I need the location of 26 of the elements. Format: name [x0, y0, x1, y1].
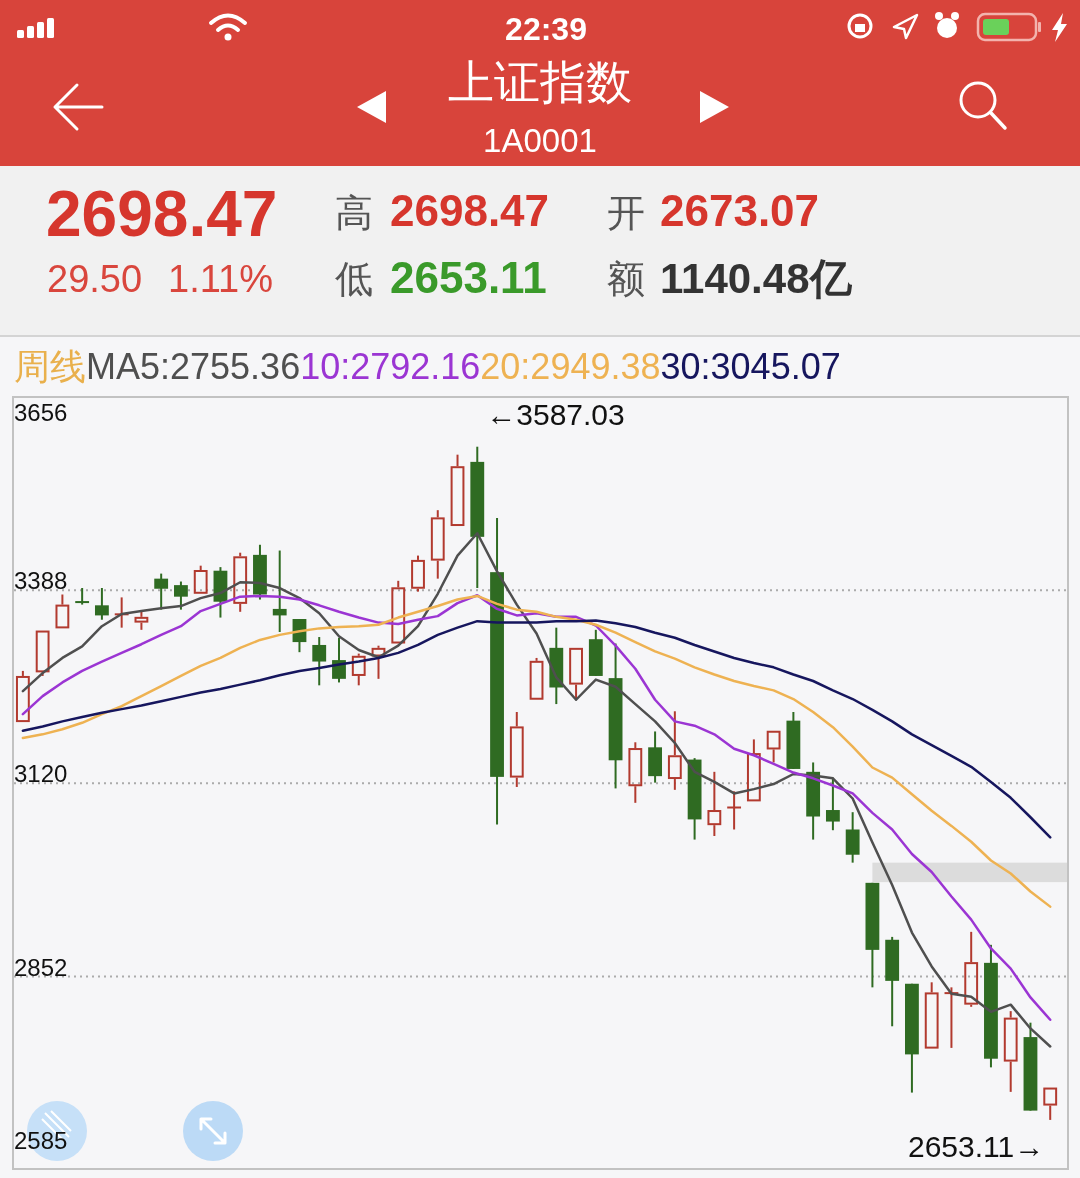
- y-tick-label: 3656: [14, 399, 68, 426]
- text: 22:39: [505, 11, 587, 47]
- text: 2698.47: [46, 178, 278, 250]
- text: 1140.48亿: [660, 255, 853, 302]
- y-tick-label: 2852: [14, 953, 68, 981]
- text: 10:2792.16: [300, 346, 481, 387]
- text: 29.50: [47, 258, 143, 300]
- text: 1.11%: [168, 258, 273, 300]
- annotation: ←3587.03: [486, 397, 625, 431]
- y-tick-label: 3120: [14, 760, 68, 788]
- text: 2673.07: [660, 186, 820, 235]
- text: MA5:2755.36: [86, 346, 301, 387]
- y-tick-label: 3388: [14, 567, 68, 595]
- text: 2653.11: [390, 253, 547, 302]
- text: 2698.47: [390, 186, 550, 235]
- text: 开: [607, 192, 645, 234]
- text: 低: [335, 258, 373, 300]
- chart-title: 上证指数: [448, 56, 632, 108]
- chart-subtitle: 1A0001: [483, 122, 597, 159]
- legend-title: 周线: [14, 346, 86, 387]
- text: 高: [335, 192, 373, 234]
- y-tick-label: 2585: [14, 1127, 68, 1154]
- text: 额: [607, 258, 645, 300]
- annotation: 2653.11→: [908, 1129, 1045, 1163]
- text: 30:3045.07: [660, 346, 841, 387]
- text: 20:2949.38: [480, 346, 661, 387]
